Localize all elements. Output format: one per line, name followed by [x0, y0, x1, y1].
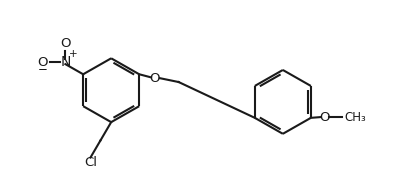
Text: Cl: Cl	[84, 156, 97, 169]
Text: CH₃: CH₃	[345, 111, 366, 123]
Text: −: −	[38, 63, 48, 76]
Text: O: O	[37, 56, 48, 69]
Text: O: O	[60, 37, 70, 50]
Text: O: O	[320, 111, 330, 123]
Text: +: +	[69, 49, 78, 59]
Text: N: N	[60, 55, 70, 69]
Text: O: O	[150, 72, 160, 85]
